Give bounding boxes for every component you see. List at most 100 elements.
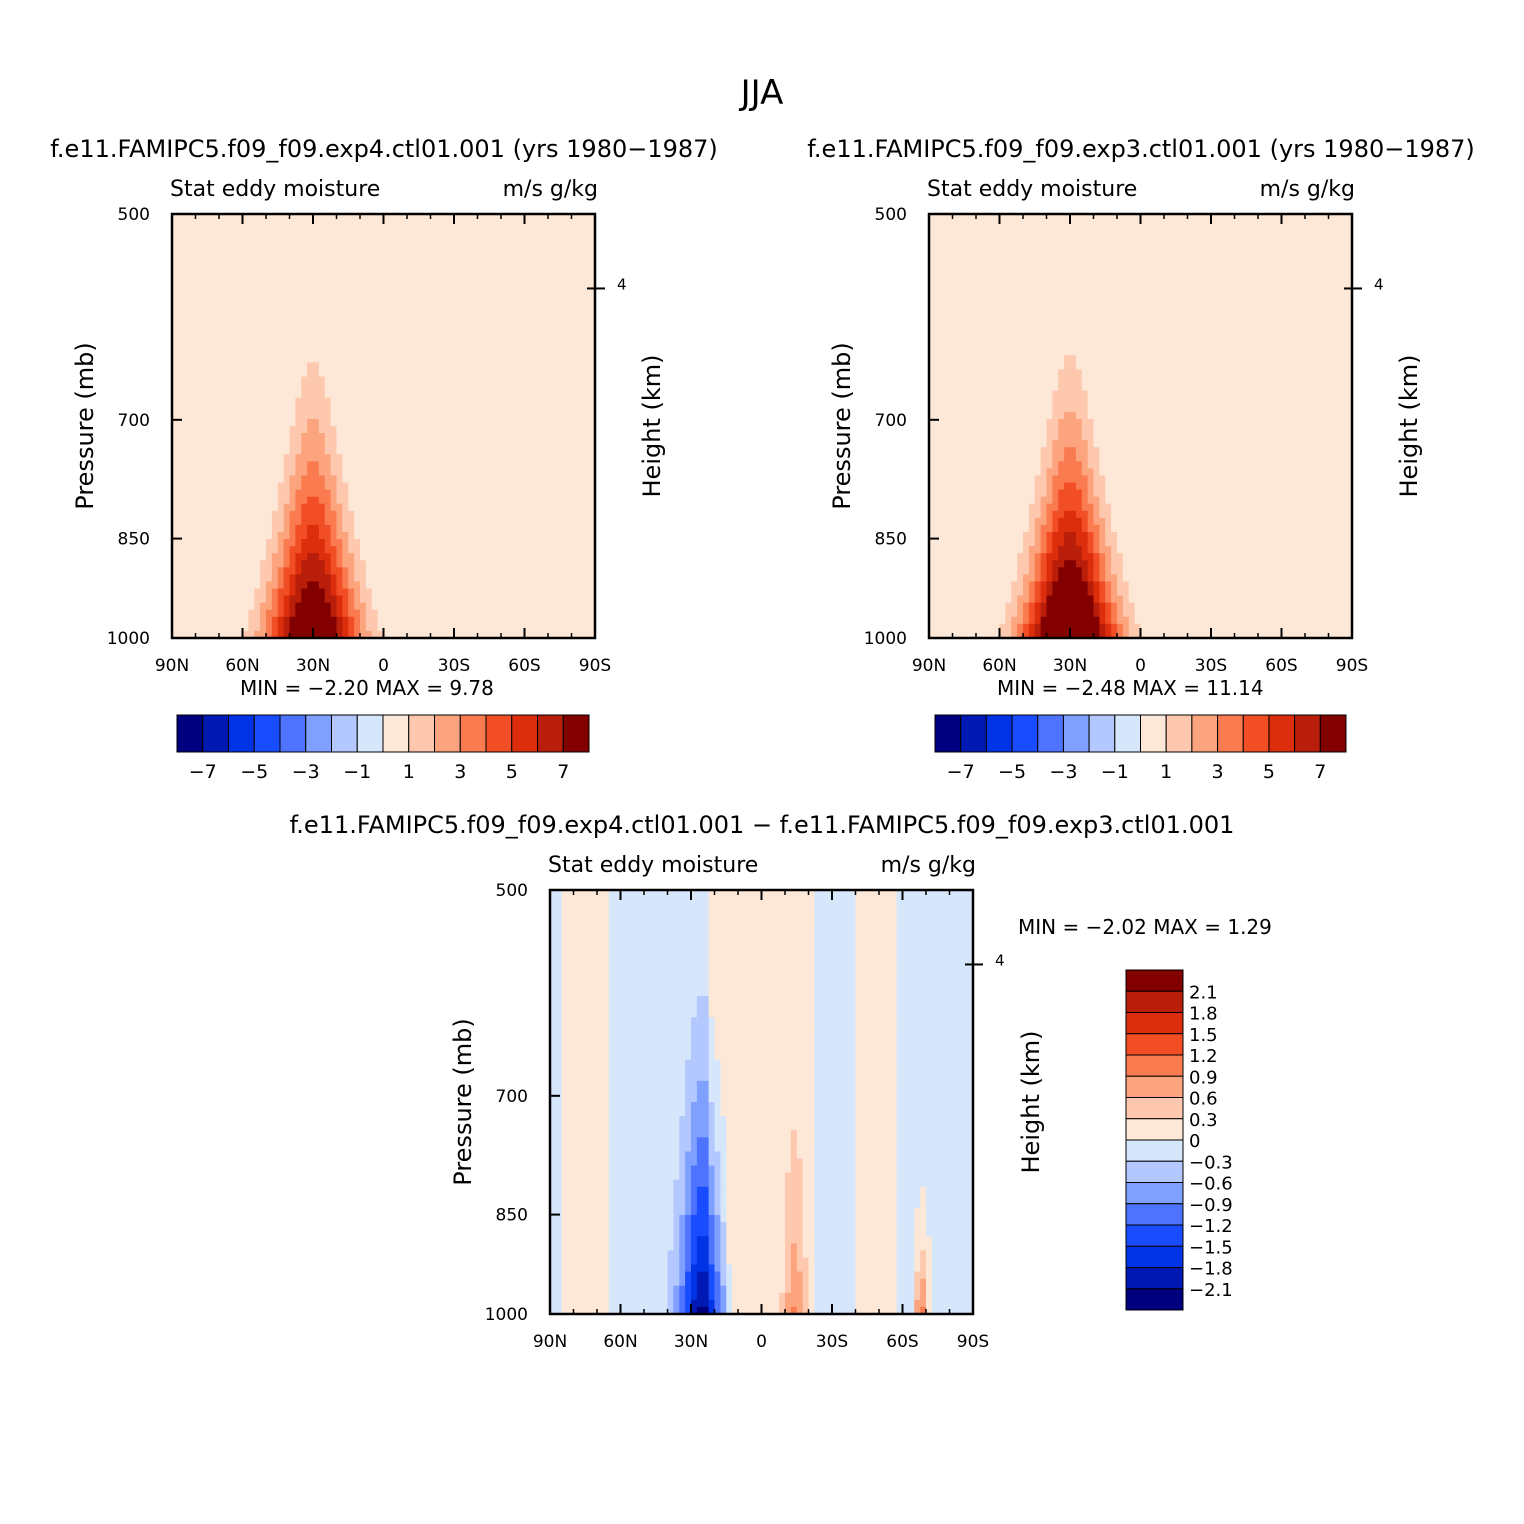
contour-cell [1087,249,1095,257]
contour-cell [1169,256,1177,265]
contour-cell [271,581,279,590]
contour-cell [483,355,490,363]
contour-cell [189,567,197,575]
contour-cell [1258,228,1265,236]
contour-cell [336,376,343,385]
contour-cell [342,256,349,265]
contour-cell [448,369,455,378]
contour-cell [1305,263,1312,272]
contour-cell [277,475,285,484]
contour-cell [260,298,267,307]
contour-cell [424,560,432,568]
contour-cell [371,376,379,385]
contour-cell [553,468,561,477]
contour-cell [1158,221,1165,229]
contour-cell [477,503,484,512]
contour-cell [348,298,355,307]
contour-cell [195,567,202,575]
contour-cell [553,539,561,547]
contour-cell [313,574,320,583]
contour-cell [277,376,285,385]
contour-cell [577,411,584,420]
contour-cell [1075,235,1083,243]
contour-cell [454,468,461,477]
contour-cell [360,291,367,300]
contour-cell [542,546,549,554]
contour-cell [342,305,349,314]
contour-cell [454,581,461,590]
contour-cell [530,404,537,413]
contour-cell [459,397,467,406]
contour-cell [1164,235,1171,243]
contour-cell [976,228,983,236]
contour-cell [1081,242,1089,250]
contour-cell [565,418,573,427]
contour-cell [559,433,567,441]
contour-cell [324,341,332,349]
contour-cell [471,623,479,632]
contour-cell [283,404,291,413]
contour-cell [430,440,437,448]
contour-cell [407,249,414,257]
contour-cell [283,468,291,477]
contour-cell [360,404,367,413]
contour-cell [230,249,238,257]
contour-cell [224,567,232,575]
contour-cell [1169,214,1177,222]
contour-cell [981,263,989,272]
contour-cell [1211,263,1218,272]
contour-cell [295,503,302,512]
contour-cell [377,475,385,484]
contour-cell [471,284,479,293]
contour-cell [530,567,537,575]
contour-cell [183,263,191,272]
contour-cell [207,616,214,625]
contour-cell [318,517,326,526]
contour-cell [213,623,220,632]
contour-cell [177,376,185,385]
contour-cell [448,397,455,406]
contour-cell [248,383,255,392]
contour-cell [1152,263,1159,272]
contour-cell [324,334,332,342]
contour-cell [271,609,279,618]
contour-cell [307,553,314,561]
contour-cell [430,411,437,420]
contour-cell [324,298,332,307]
contour-cell [271,369,279,378]
contour-cell [183,256,191,265]
contour-cell [395,327,402,335]
contour-cell [377,404,385,413]
contour-cell [418,320,426,328]
contour-cell [518,341,526,349]
contour-cell [976,242,983,250]
contour-cell [412,539,420,547]
contour-cell [448,348,455,356]
contour-cell [260,609,267,618]
contour-cell [542,242,549,250]
contour-cell [442,475,449,484]
contour-cell [230,214,238,222]
contour-cell [589,228,596,236]
contour-cell [201,433,208,441]
contour-cell [501,348,508,356]
contour-cell [354,524,361,533]
contour-cell [530,214,537,222]
contour-cell [1322,214,1330,222]
contour-cell [313,553,320,561]
colorbar-box [305,714,332,753]
contour-cell [1216,263,1224,272]
contour-cell [266,404,273,413]
contour-cell [1222,214,1230,222]
contour-cell [365,397,373,406]
contour-cell [495,214,502,222]
contour-cell [530,263,537,272]
contour-cell [477,263,484,272]
contour-cell [565,461,573,469]
contour-cell [401,242,408,250]
contour-cell [524,609,531,618]
contour-cell [1034,235,1042,243]
contour-cell [242,249,249,257]
contour-cell [536,355,543,363]
contour-cell [952,249,959,257]
